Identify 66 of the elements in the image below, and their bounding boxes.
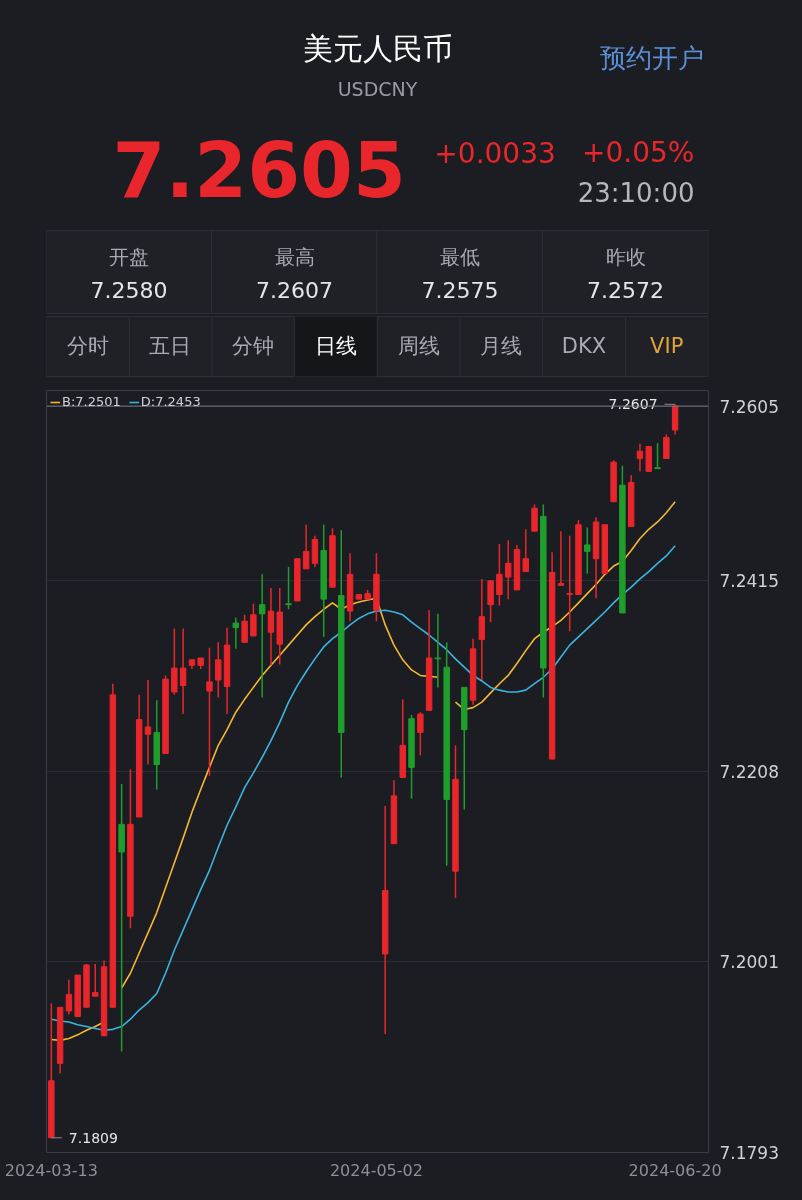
candlestick bbox=[434, 613, 442, 689]
candlestick bbox=[179, 627, 187, 715]
candlestick bbox=[241, 614, 248, 644]
text: 日线 bbox=[314, 333, 357, 358]
text: 7.2607 bbox=[256, 277, 334, 303]
x-tick-label: 2024-06-20 bbox=[628, 1160, 722, 1180]
annotation: 7.2607 bbox=[608, 396, 658, 413]
candlestick bbox=[92, 963, 99, 997]
text: 预约开户 bbox=[599, 42, 704, 73]
text: 月线 bbox=[480, 333, 523, 358]
text: 23:10:00 bbox=[577, 177, 695, 208]
y-tick-label: 7.1793 bbox=[719, 1143, 779, 1163]
text: 7.2605 bbox=[112, 125, 406, 215]
candlestick bbox=[311, 534, 319, 568]
candlestick bbox=[531, 503, 538, 532]
candlestick bbox=[522, 528, 529, 573]
x-tick-label: 2024-05-02 bbox=[329, 1160, 423, 1180]
text: 最低 bbox=[440, 244, 481, 269]
text: +0.05% bbox=[582, 136, 695, 169]
candlestick bbox=[636, 443, 644, 473]
candlestick bbox=[206, 647, 213, 777]
candlestick bbox=[504, 539, 512, 600]
candlestick bbox=[171, 627, 178, 696]
annotation: 7.1809 bbox=[68, 1129, 118, 1146]
candlestick bbox=[496, 543, 503, 607]
text: 7.2580 bbox=[90, 277, 168, 303]
text: 五日 bbox=[149, 333, 192, 358]
chart-subtitle: USDCNY bbox=[337, 77, 418, 100]
candlestick bbox=[118, 783, 125, 1053]
text: 分钟 bbox=[232, 333, 275, 358]
chart-title: 美元人民币 bbox=[302, 31, 453, 66]
candlestick bbox=[285, 566, 292, 611]
candlestick bbox=[267, 587, 275, 667]
candlestick bbox=[671, 403, 679, 436]
text: 最高 bbox=[274, 244, 315, 269]
text: VIP bbox=[650, 333, 684, 358]
candlestick bbox=[478, 578, 486, 681]
candlestick bbox=[215, 641, 222, 699]
text: 分时 bbox=[66, 333, 109, 358]
y-tick-label: 7.2415 bbox=[719, 571, 779, 592]
candlestick bbox=[487, 580, 494, 623]
candlestick bbox=[302, 523, 310, 570]
candlestick bbox=[557, 530, 565, 587]
text: 开盘 bbox=[109, 244, 150, 269]
candlestick bbox=[65, 978, 73, 1016]
candlestick bbox=[258, 573, 266, 699]
candlestick bbox=[232, 616, 240, 650]
y-tick-label: 7.2208 bbox=[719, 761, 779, 782]
ref-line-label: 7.2605 bbox=[719, 396, 779, 417]
text: 7.2575 bbox=[421, 277, 499, 303]
candlestick bbox=[654, 442, 661, 470]
legend-label: B:7.2501 bbox=[62, 394, 121, 409]
candlestick bbox=[663, 433, 670, 460]
legend-label: D:7.2453 bbox=[140, 394, 201, 409]
text: 昨收 bbox=[605, 244, 646, 269]
text: 7.2572 bbox=[587, 277, 665, 303]
candlestick bbox=[566, 534, 573, 633]
candlestick bbox=[584, 526, 591, 575]
y-tick-label: 7.2001 bbox=[719, 951, 779, 972]
candlestick bbox=[417, 711, 424, 757]
text: DKX bbox=[561, 333, 607, 358]
candlestick bbox=[144, 679, 152, 766]
text: +0.0033 bbox=[434, 137, 556, 170]
candlestick bbox=[250, 603, 257, 637]
text: 周线 bbox=[397, 333, 440, 358]
x-tick-label: 2024-03-13 bbox=[4, 1160, 98, 1180]
